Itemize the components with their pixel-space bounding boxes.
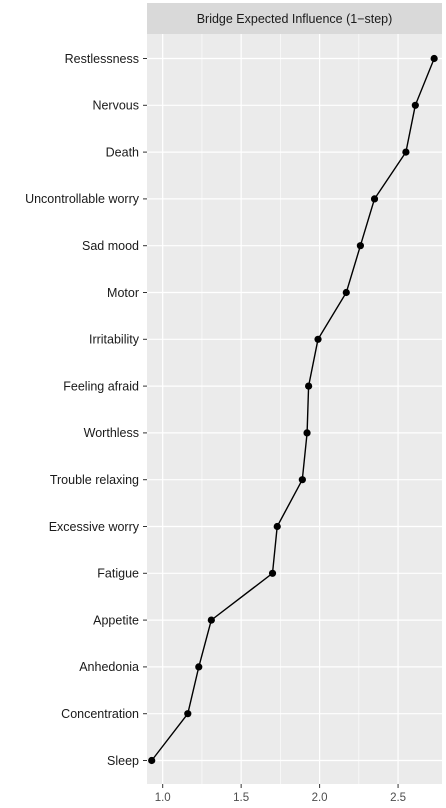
- y-tick-label: Feeling afraid: [63, 379, 139, 393]
- data-point-sleep: [148, 756, 156, 765]
- data-point-appetite: [207, 616, 215, 624]
- y-tick-label: Motor: [107, 286, 139, 300]
- data-point-uncontrollable-worry: [370, 195, 379, 203]
- plot-panel: [147, 34, 442, 784]
- data-point-fatigue: [268, 569, 277, 577]
- data-point-death: [402, 148, 410, 156]
- series-line-layer: [151, 58, 435, 761]
- y-tick-label: Concentration: [61, 707, 139, 721]
- x-tick-label: 1.5: [233, 792, 249, 804]
- y-tick-label: Appetite: [93, 613, 139, 627]
- y-tick-label: Irritability: [89, 333, 140, 347]
- data-point-sad-mood: [356, 242, 365, 250]
- y-tick-label: Uncontrollable worry: [25, 192, 140, 206]
- data-point-excessive-worry: [273, 522, 281, 531]
- data-point-motor: [342, 288, 350, 297]
- y-tick-label: Trouble relaxing: [50, 473, 139, 487]
- y-tick-label: Worthless: [84, 426, 139, 440]
- data-point-anhedonia: [195, 663, 203, 671]
- data-points: [148, 54, 438, 765]
- y-axis: Restlessness Nervous Death Uncontrollable w…: [25, 52, 147, 768]
- x-tick-label: 2.0: [312, 792, 328, 804]
- y-tick-label: Sad mood: [82, 239, 139, 253]
- series-line: [151, 58, 435, 761]
- data-point-concentration: [184, 710, 192, 718]
- data-point-worthless: [303, 429, 311, 437]
- y-tick-label: Anhedonia: [79, 660, 139, 674]
- x-axis: 1.0 1.5 2.0 2.5: [155, 784, 406, 804]
- y-tick-label: Death: [106, 145, 139, 159]
- data-point-trouble-relaxing: [298, 476, 306, 484]
- y-tick-label: Excessive worry: [49, 520, 140, 534]
- data-point-restlessness: [430, 54, 438, 63]
- data-point-irritability: [314, 335, 322, 343]
- y-tick-label: Nervous: [92, 99, 139, 113]
- data-point-feeling-afraid: [305, 382, 313, 390]
- x-tick-label: 2.5: [390, 792, 406, 804]
- y-tick-label: Fatigue: [97, 567, 139, 581]
- y-tick-label: Sleep: [107, 754, 139, 768]
- chart-title: Bridge Expected Influence (1−step): [197, 12, 393, 26]
- y-tick-label: Restlessness: [65, 52, 139, 66]
- gridlines: [147, 34, 442, 784]
- data-point-nervous: [411, 101, 419, 109]
- facet-strip: [147, 3, 442, 34]
- x-tick-label: 1.0: [155, 792, 171, 804]
